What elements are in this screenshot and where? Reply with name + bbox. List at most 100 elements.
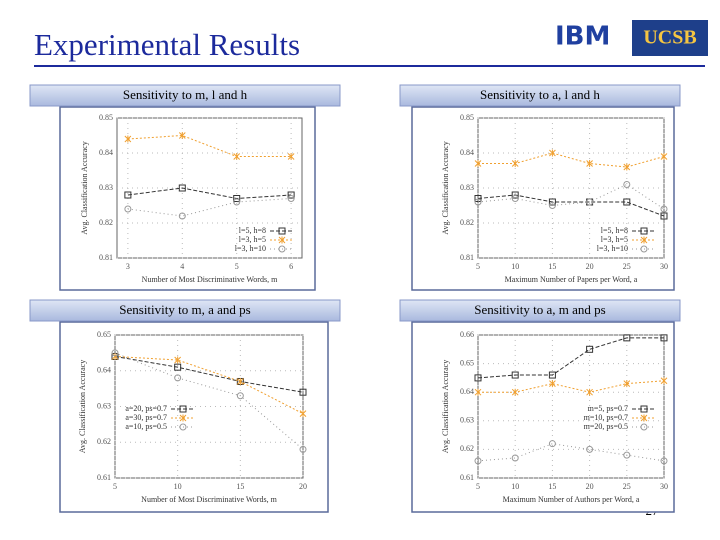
x-axis-label: Maximum Number of Papers per Word, a <box>505 275 638 284</box>
marker <box>623 181 631 188</box>
series-line <box>114 355 304 415</box>
plot-area <box>477 117 665 259</box>
ucsb-logo: UCSB <box>643 27 696 49</box>
marker <box>660 457 668 465</box>
marker <box>623 334 631 342</box>
marker <box>236 377 244 385</box>
marker <box>236 392 244 400</box>
x-axis-label: Maximum Number of Authors per Word, a <box>503 495 640 504</box>
x-tick-label: 5 <box>476 482 480 491</box>
y-tick-label: 0.63 <box>460 416 474 425</box>
x-tick-label: 10 <box>174 482 182 491</box>
y-tick-label: 0.83 <box>460 183 474 192</box>
x-tick-label: 10 <box>511 482 519 491</box>
legend-label: l=3, h=5 <box>239 235 266 244</box>
y-tick-label: 0.82 <box>460 218 474 227</box>
marker <box>299 445 307 453</box>
marker <box>623 451 631 459</box>
marker <box>174 374 182 382</box>
y-tick-label: 0.64 <box>97 366 111 375</box>
marker <box>623 163 631 171</box>
series-line <box>478 380 665 393</box>
marker <box>586 160 593 167</box>
marker <box>474 388 482 396</box>
x-tick-label: 20 <box>586 262 594 271</box>
slide-title: Experimental Results <box>34 27 300 62</box>
plot-area <box>114 334 304 479</box>
marker <box>511 191 519 199</box>
marker <box>233 198 241 206</box>
marker <box>233 195 241 202</box>
y-tick-label: 0.65 <box>460 358 474 367</box>
marker <box>474 198 482 206</box>
marker <box>548 202 556 209</box>
marker <box>660 377 668 385</box>
marker <box>124 191 132 199</box>
marker <box>549 380 556 388</box>
ucsb-logo-box <box>632 20 708 56</box>
y-axis-label: Avg. Classification Accuracy <box>78 360 87 453</box>
x-tick-label: 30 <box>660 262 668 271</box>
plot-area <box>116 117 303 259</box>
marker <box>511 195 519 202</box>
legend-marker <box>640 236 648 244</box>
marker <box>511 454 519 462</box>
marker <box>299 388 307 396</box>
marker <box>549 149 556 157</box>
legend-marker <box>179 414 187 422</box>
marker <box>660 205 668 213</box>
marker <box>586 198 594 206</box>
y-axis-label: Avg. Classification Accuracy <box>80 141 89 234</box>
legend-marker <box>640 227 648 235</box>
marker <box>548 440 556 448</box>
x-tick-label: 15 <box>548 262 556 271</box>
panel-title: Sensitivity to a, l and h <box>480 87 600 102</box>
marker <box>586 345 594 353</box>
marker <box>660 334 668 342</box>
x-tick-label: 3 <box>126 262 130 271</box>
legend-label: l=3, h=5 <box>601 235 628 244</box>
marker <box>586 445 594 453</box>
legend-label: l=5, h=8 <box>601 226 628 235</box>
marker <box>474 374 482 382</box>
x-tick-label: 20 <box>586 482 594 491</box>
y-tick-label: 0.81 <box>99 253 113 262</box>
legend-label: l=5, h=8 <box>239 226 266 235</box>
series-line <box>114 352 304 450</box>
x-tick-label: 4 <box>180 262 184 271</box>
y-tick-label: 0.81 <box>460 253 474 262</box>
panel-header <box>29 84 341 107</box>
legend-marker <box>278 236 286 244</box>
legend-marker <box>640 405 648 413</box>
x-tick-label: 25 <box>623 482 631 491</box>
x-tick-label: 10 <box>511 262 519 271</box>
y-tick-label: 0.66 <box>460 330 474 339</box>
marker <box>233 153 241 160</box>
marker <box>511 388 519 396</box>
legend-label: l=3, h=10 <box>235 244 266 253</box>
series-line <box>114 355 304 393</box>
marker <box>623 380 631 388</box>
legend-marker <box>278 245 286 253</box>
panel-header <box>29 299 341 322</box>
marker <box>174 363 182 371</box>
legend-label: a=10, ps=0.5 <box>125 422 167 431</box>
x-tick-label: 6 <box>289 262 293 271</box>
legend-label: m=5, ps=0.7 <box>588 404 628 413</box>
marker <box>174 356 182 364</box>
y-tick-label: 0.83 <box>99 183 113 192</box>
y-tick-label: 0.82 <box>99 218 113 227</box>
y-tick-label: 0.85 <box>460 113 474 122</box>
series-line <box>127 187 292 200</box>
marker <box>111 349 119 357</box>
marker <box>548 371 556 379</box>
y-tick-label: 0.85 <box>99 113 113 122</box>
x-tick-label: 5 <box>235 262 239 271</box>
marker <box>474 457 482 465</box>
x-tick-label: 20 <box>299 482 307 491</box>
legend-marker <box>278 227 286 235</box>
panel-title: Sensitivity to m, l and h <box>123 87 248 102</box>
legend-marker <box>640 423 648 431</box>
marker <box>511 160 519 167</box>
